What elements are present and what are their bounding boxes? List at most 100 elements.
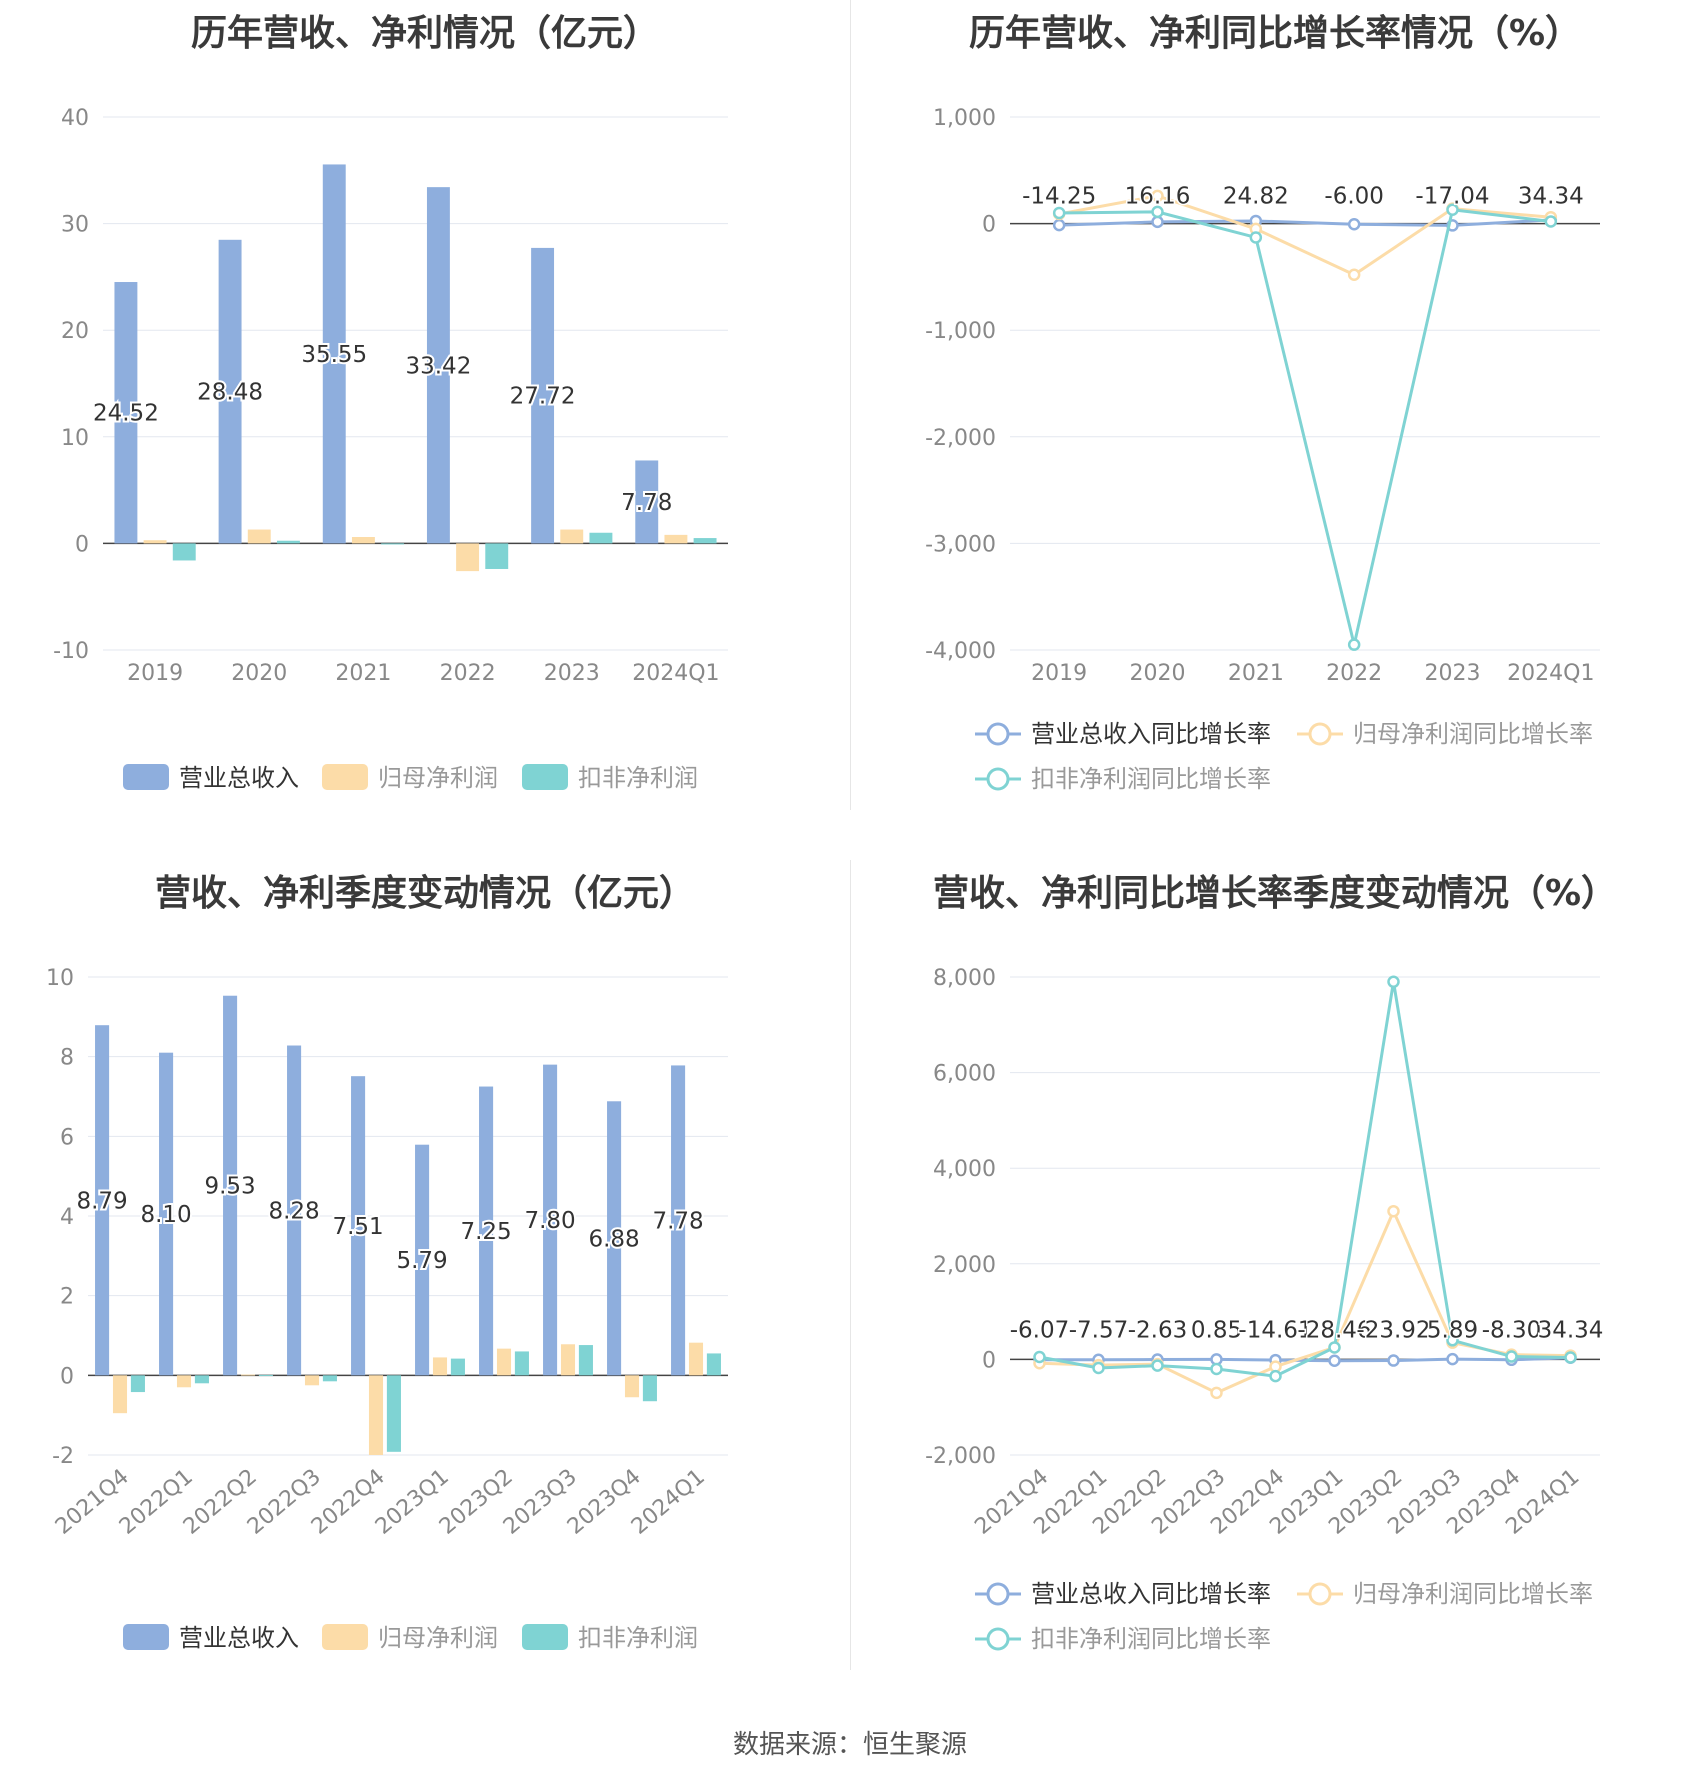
data-label: 0.85	[1191, 1317, 1242, 1343]
vertical-divider-bottom	[850, 860, 851, 1670]
bar-deducted-profit	[589, 532, 613, 544]
y-tick-label: 40	[61, 106, 89, 131]
bar-net-profit	[143, 540, 167, 544]
bar-revenue	[635, 460, 659, 544]
legend-swatch	[322, 764, 368, 790]
point-marker	[1328, 1354, 1341, 1368]
chart-quarterly-growth-lines: 8,0006,0004,0002,0000-2,0002021Q42022Q12…	[925, 966, 1605, 1653]
legend-label: 营业总收入	[179, 764, 299, 792]
legend-swatch	[322, 1624, 368, 1650]
data-label: 27.72	[510, 384, 576, 410]
bar-deducted-profit	[485, 543, 509, 569]
bar-revenue	[426, 187, 450, 544]
legend-marker	[1308, 1582, 1332, 1606]
x-tick-label: 2022	[1326, 661, 1382, 686]
point-marker	[1269, 1369, 1282, 1383]
y-tick-label: 10	[46, 966, 74, 991]
bar-revenue	[607, 1101, 622, 1376]
legend-swatch	[522, 1624, 568, 1650]
data-label: 28.48	[197, 380, 263, 406]
data-label: 16.16	[1125, 184, 1191, 210]
point-marker	[1446, 203, 1459, 216]
chart-annual-revenue-bars: 40 30 20 10 0 -10 2019 2020 2021 2022 2023 2024Q1 24…	[53, 106, 728, 792]
legend-label: 归母净利润	[378, 764, 498, 792]
legend-marker	[986, 1582, 1010, 1606]
x-tick-label: 2020	[231, 661, 287, 686]
bar-deducted-profit	[322, 1375, 337, 1382]
legend-label: 扣非净利润	[578, 1624, 698, 1652]
y-tick-label: 6	[60, 1125, 74, 1150]
bar-net-profit	[456, 543, 480, 572]
bar-revenue	[114, 282, 138, 544]
panel-quarterly-growth: 营收、净利同比增长率季度变动情况（%） 8,000 6,000 4,000 2,000…	[850, 860, 1700, 1720]
x-tick-label: 2019	[1031, 661, 1087, 686]
vertical-divider-top	[850, 0, 851, 810]
point-marker	[1328, 1341, 1341, 1354]
chart-title: 营收、净利季度变动情况（亿元）	[154, 873, 695, 914]
y-tick-label: -2	[52, 1444, 74, 1469]
legend-marker	[986, 722, 1010, 746]
legend-label: 营业总收入同比增长率	[1031, 1580, 1271, 1608]
y-tick-label: 0	[75, 532, 89, 557]
point-marker	[1446, 1334, 1459, 1347]
bar-revenue	[543, 1064, 558, 1376]
legend-label: 营业总收入同比增长率	[1031, 720, 1271, 748]
x-tick-label: 2023	[544, 661, 600, 686]
point-marker	[1151, 205, 1164, 219]
x-tick-label: 2022	[440, 661, 496, 686]
data-label: 35.55	[301, 342, 367, 368]
point-marker	[1347, 268, 1361, 282]
y-tick-label: 10	[61, 426, 89, 451]
y-tick-label: 8,000	[933, 966, 996, 991]
bar-revenue	[322, 164, 346, 544]
legend-label: 扣非净利润	[578, 764, 698, 792]
bar-net-profit	[112, 1375, 128, 1414]
bar-deducted-profit	[258, 1374, 273, 1376]
y-tick-label: 8	[60, 1046, 74, 1071]
point-marker	[1387, 975, 1400, 989]
y-tick-label: -2,000	[925, 1444, 996, 1469]
bar-net-profit	[368, 1375, 384, 1455]
bar-revenue	[479, 1086, 494, 1376]
line-revenue-growth	[1059, 218, 1551, 227]
bar-deducted-profit	[706, 1353, 721, 1376]
y-tick-label: 30	[61, 213, 89, 238]
bar-revenue	[351, 1076, 366, 1376]
data-label: 5.89	[1427, 1317, 1478, 1343]
data-label: 24.82	[1223, 184, 1289, 210]
data-label: -23.92	[1356, 1317, 1430, 1343]
point-marker	[1564, 1351, 1577, 1364]
bar-net-profit	[240, 1374, 256, 1376]
point-marker	[1052, 206, 1066, 220]
point-marker	[1347, 217, 1361, 231]
data-label: 7.78	[652, 1208, 703, 1234]
line-deducted-profit-growth	[1059, 208, 1552, 646]
data-label: 5.79	[396, 1248, 447, 1274]
bar-net-profit	[688, 1342, 704, 1376]
data-label: 7.80	[524, 1208, 575, 1234]
y-tick-label: 0	[982, 213, 996, 238]
bar-deducted-profit	[514, 1351, 529, 1376]
chart-title: 历年营收、净利情况（亿元）	[190, 13, 659, 54]
x-tick-label: 2024Q1	[1507, 661, 1594, 686]
point-marker	[1505, 1350, 1518, 1363]
chart-title: 历年营收、净利同比增长率情况（%）	[968, 13, 1582, 54]
x-tick-label: 2020	[1130, 661, 1186, 686]
data-label: 7.51	[332, 1214, 383, 1240]
data-label: 8.79	[76, 1188, 127, 1214]
legend-marker	[986, 767, 1010, 791]
point-marker	[1387, 1204, 1400, 1218]
bar-net-profit	[496, 1348, 512, 1376]
point-marker	[1151, 215, 1164, 229]
data-label: -28.46	[1297, 1317, 1371, 1343]
data-label: -6.00	[1324, 184, 1384, 210]
data-label: 8.28	[268, 1198, 319, 1224]
bar-deducted-profit	[130, 1375, 145, 1393]
legend-label: 归母净利润同比增长率	[1353, 1580, 1593, 1608]
y-tick-label: 6,000	[933, 1062, 996, 1087]
bar-deducted-profit	[578, 1345, 593, 1376]
chart-annual-growth-lines: 1,000 0 -1,000 -2,000 -3,000 -4,000 2019 2020 20…	[925, 106, 1600, 793]
data-label: 34.34	[1518, 184, 1584, 210]
point-marker	[1151, 1359, 1164, 1372]
bar-revenue	[671, 1065, 686, 1376]
